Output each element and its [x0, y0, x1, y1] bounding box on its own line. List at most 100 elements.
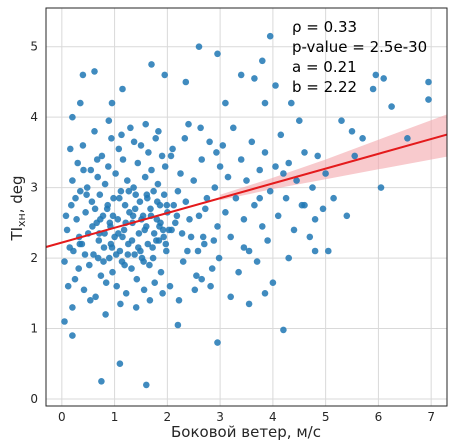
- data-point: [311, 247, 319, 255]
- data-point: [282, 194, 290, 202]
- data-point: [87, 297, 94, 304]
- data-point: [155, 128, 162, 135]
- data-point: [108, 244, 116, 251]
- data-point: [215, 254, 223, 262]
- data-point: [101, 180, 109, 188]
- data-point: [193, 272, 200, 280]
- data-point: [266, 32, 274, 40]
- data-point: [135, 230, 143, 237]
- data-point: [369, 85, 377, 93]
- data-point: [69, 332, 76, 339]
- data-point: [91, 205, 99, 213]
- data-point: [227, 293, 234, 301]
- data-point: [261, 99, 269, 107]
- data-point: [165, 226, 173, 234]
- data-point: [161, 71, 168, 79]
- data-point: [68, 201, 75, 209]
- data-point: [93, 156, 101, 163]
- data-point: [222, 209, 229, 216]
- data-point: [66, 244, 73, 251]
- data-point: [109, 268, 116, 276]
- annotation-b: b = 2.22: [292, 78, 357, 96]
- y-tick-labels: 0 1 2 3 4 5: [30, 40, 38, 406]
- data-point: [290, 226, 298, 234]
- data-point: [172, 219, 179, 227]
- data-point: [211, 184, 219, 191]
- data-point: [169, 145, 176, 153]
- data-point: [214, 50, 221, 58]
- data-point: [146, 297, 154, 304]
- data-point: [272, 82, 279, 89]
- data-point: [64, 282, 72, 290]
- data-point: [124, 251, 132, 258]
- data-point: [274, 212, 282, 220]
- x-axis-label: Боковой ветер, м/с: [171, 423, 321, 441]
- data-point: [157, 268, 165, 276]
- regression-line: [45, 133, 448, 248]
- data-point: [178, 230, 186, 237]
- data-point: [322, 170, 329, 177]
- data-point: [110, 194, 117, 202]
- data-point: [140, 258, 147, 265]
- data-point: [311, 216, 319, 223]
- data-point: [61, 318, 68, 325]
- data-point: [179, 258, 187, 265]
- data-point: [198, 156, 205, 163]
- data-point: [141, 173, 149, 181]
- data-point: [154, 180, 162, 188]
- y-tick-label: 4: [30, 110, 38, 124]
- data-point: [154, 198, 161, 205]
- data-point: [100, 244, 108, 251]
- data-point: [214, 223, 221, 230]
- data-point: [80, 166, 87, 174]
- data-point: [125, 187, 133, 195]
- data-point: [144, 240, 152, 248]
- x-tick-label: 0: [58, 410, 66, 424]
- data-point: [330, 194, 337, 202]
- data-point: [235, 268, 242, 276]
- x-tick-label: 4: [269, 410, 277, 424]
- data-point: [82, 209, 89, 216]
- data-point: [175, 297, 183, 304]
- data-point: [115, 145, 123, 153]
- data-point: [372, 71, 380, 79]
- data-point: [77, 99, 84, 107]
- data-point: [86, 261, 93, 269]
- x-tick-label: 6: [375, 410, 383, 424]
- data-point: [71, 275, 79, 283]
- data-point: [222, 99, 229, 107]
- data-point: [301, 201, 308, 209]
- data-point: [348, 128, 356, 135]
- data-point: [159, 290, 166, 297]
- data-point: [73, 216, 80, 223]
- data-point: [174, 187, 182, 195]
- y-tick-label: 0: [30, 392, 38, 406]
- data-point: [83, 184, 91, 191]
- data-point: [203, 194, 211, 202]
- data-point: [137, 247, 144, 255]
- data-point: [148, 166, 155, 174]
- data-point: [351, 152, 359, 160]
- confidence-band-layer: [220, 114, 447, 201]
- data-point: [325, 247, 332, 255]
- data-point: [117, 187, 125, 195]
- data-point: [128, 265, 135, 272]
- data-point: [285, 254, 293, 262]
- data-point: [149, 254, 157, 262]
- data-point: [261, 149, 269, 156]
- data-point: [89, 223, 96, 230]
- data-point: [153, 237, 160, 244]
- data-point: [261, 290, 269, 297]
- data-point: [280, 170, 287, 177]
- data-point: [132, 191, 139, 198]
- data-point: [106, 219, 114, 227]
- plot-frame: [45, 7, 448, 407]
- data-point: [81, 251, 89, 258]
- data-point: [79, 71, 87, 79]
- data-point: [141, 226, 148, 234]
- data-point: [105, 163, 112, 170]
- data-point: [194, 247, 202, 255]
- data-point: [108, 99, 116, 107]
- data-point: [214, 339, 221, 346]
- data-point: [253, 258, 261, 265]
